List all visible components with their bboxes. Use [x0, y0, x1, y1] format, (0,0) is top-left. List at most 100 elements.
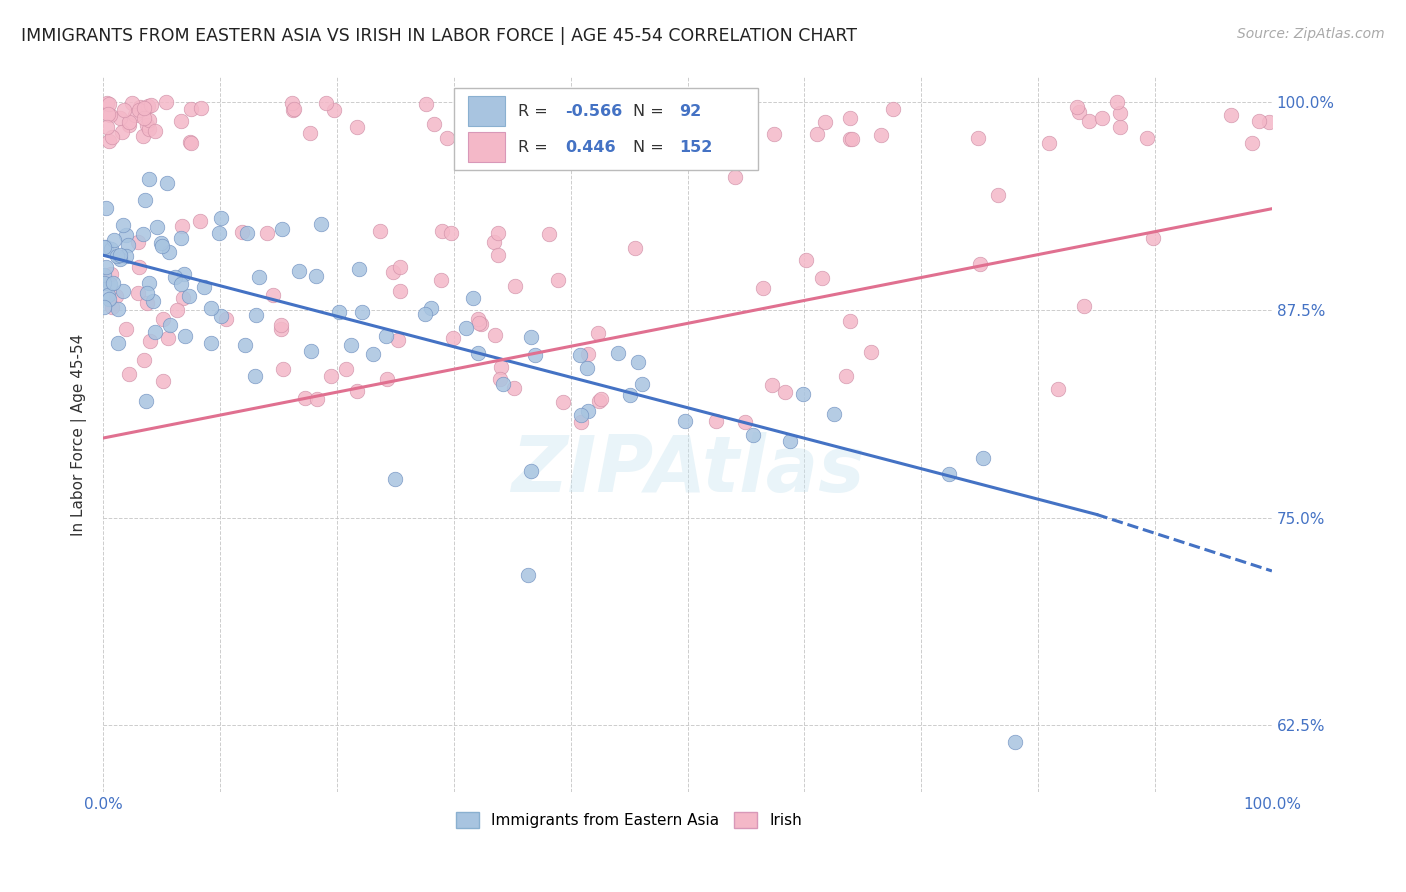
Point: [792, 386, 814, 401]
Point: [1258, 115, 1281, 129]
FancyBboxPatch shape: [468, 96, 505, 126]
Point: [138, 122, 160, 136]
Point: [152, 374, 174, 388]
Point: [155, 95, 177, 110]
Point: [305, 268, 328, 283]
Point: [384, 472, 406, 486]
Point: [174, 329, 197, 343]
Point: [159, 318, 181, 332]
Point: [104, 289, 127, 303]
Point: [193, 279, 215, 293]
Point: [96, 240, 118, 254]
Point: [100, 267, 122, 281]
Point: [368, 224, 391, 238]
Text: R =: R =: [517, 103, 553, 119]
Point: [415, 96, 437, 111]
Point: [170, 230, 193, 244]
Point: [335, 362, 357, 376]
Point: [882, 102, 904, 116]
Point: [704, 414, 727, 428]
Point: [841, 132, 863, 146]
Point: [100, 130, 122, 145]
Point: [309, 217, 332, 231]
Point: [141, 98, 163, 112]
Point: [454, 321, 477, 335]
Point: [492, 376, 515, 391]
Point: [631, 377, 654, 392]
Point: [179, 289, 201, 303]
Point: [138, 276, 160, 290]
Point: [346, 120, 368, 134]
Point: [579, 109, 602, 123]
Point: [503, 279, 526, 293]
Point: [283, 102, 305, 116]
Point: [127, 235, 149, 250]
Point: [134, 112, 156, 126]
Point: [468, 316, 491, 330]
Point: [142, 294, 165, 309]
Point: [1107, 95, 1129, 110]
Point: [966, 131, 988, 145]
Point: [734, 416, 756, 430]
Point: [200, 336, 222, 351]
Point: [441, 331, 464, 345]
Point: [288, 264, 311, 278]
Point: [111, 284, 134, 298]
Point: [93, 276, 115, 290]
Point: [101, 276, 124, 290]
Point: [98, 277, 121, 291]
Point: [571, 409, 593, 423]
Point: [347, 262, 370, 277]
Point: [209, 309, 232, 323]
Point: [571, 415, 593, 429]
Point: [486, 248, 509, 262]
Point: [870, 128, 893, 142]
Point: [305, 392, 328, 406]
Point: [146, 219, 169, 234]
Point: [134, 353, 156, 368]
Point: [762, 127, 785, 141]
Point: [315, 95, 337, 110]
Point: [1078, 114, 1101, 128]
Point: [243, 369, 266, 384]
Point: [1136, 131, 1159, 145]
Point: [496, 121, 519, 136]
Point: [517, 568, 540, 582]
Point: [633, 97, 655, 112]
Point: [482, 112, 505, 127]
Point: [170, 113, 193, 128]
Point: [117, 367, 139, 381]
Point: [794, 252, 817, 267]
Point: [245, 309, 267, 323]
Point: [233, 338, 256, 352]
Point: [118, 114, 141, 128]
FancyBboxPatch shape: [468, 132, 505, 162]
Point: [835, 368, 858, 383]
Point: [382, 265, 405, 279]
Point: [136, 118, 159, 132]
Point: [107, 336, 129, 351]
Point: [98, 97, 121, 112]
Point: [328, 305, 350, 319]
Point: [299, 343, 322, 358]
Point: [97, 292, 120, 306]
Point: [114, 321, 136, 335]
Point: [271, 362, 294, 376]
Point: [389, 284, 412, 298]
Point: [208, 226, 231, 240]
Point: [157, 331, 180, 345]
Point: [214, 311, 236, 326]
Point: [470, 317, 492, 331]
Point: [839, 112, 862, 126]
Point: [157, 244, 180, 259]
Point: [673, 414, 696, 428]
Point: [117, 238, 139, 252]
Point: [938, 467, 960, 481]
Point: [1073, 299, 1095, 313]
Point: [121, 96, 143, 111]
Point: [1240, 136, 1263, 151]
Y-axis label: In Labor Force | Age 45-54: In Labor Force | Age 45-54: [72, 334, 87, 536]
Point: [387, 333, 409, 347]
Point: [339, 338, 361, 352]
Point: [576, 360, 599, 375]
